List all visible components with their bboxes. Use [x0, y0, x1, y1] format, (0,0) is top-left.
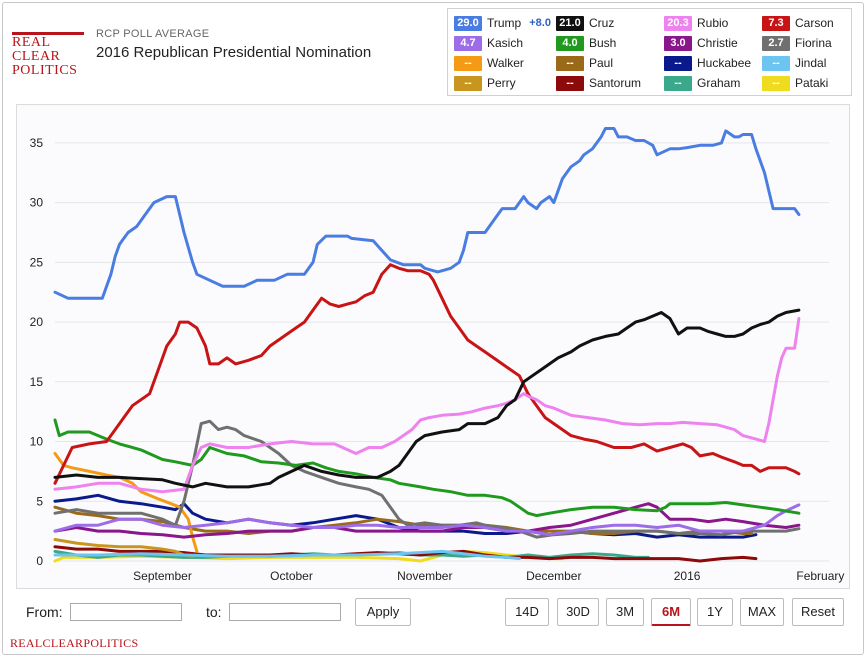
- logo-line-2: CLEAR: [12, 49, 61, 64]
- reset-button[interactable]: Reset: [792, 598, 844, 626]
- x-tick-label: September: [133, 569, 192, 583]
- legend-name: Walker: [487, 56, 524, 70]
- date-controls: From: to: Apply 14D 30D 3M 6M 1Y MAX Reset: [0, 594, 866, 630]
- legend-name: Trump: [487, 16, 522, 30]
- to-label: to:: [206, 604, 222, 620]
- range-button-3m[interactable]: 3M: [606, 598, 644, 626]
- series-line-carson[interactable]: [53, 263, 801, 485]
- legend-item-bush[interactable]: 4.0 Bush: [556, 35, 616, 51]
- range-button-14d[interactable]: 14D: [505, 598, 549, 626]
- to-date-input[interactable]: [229, 603, 341, 621]
- chart-plot-area[interactable]: 0 5 10 15 20 25 30 35 September October November De…: [16, 104, 850, 589]
- legend-change: +8.0: [529, 17, 551, 29]
- legend-item-huckabee[interactable]: -- Huckabee: [664, 55, 751, 71]
- legend-name: Bush: [589, 36, 617, 50]
- logo-line-1: REAL: [12, 35, 51, 50]
- series-line-christie[interactable]: [53, 502, 801, 539]
- series-line-cruz[interactable]: [53, 308, 801, 489]
- legend-item-fiorina[interactable]: 2.7 Fiorina: [762, 35, 832, 51]
- legend-value-badge: --: [762, 75, 790, 91]
- legend-item-cruz[interactable]: 21.0 Cruz: [556, 15, 614, 31]
- legend-name: Santorum: [589, 76, 642, 90]
- chart-subtitle: RCP POLL AVERAGE: [96, 28, 210, 40]
- apply-button[interactable]: Apply: [355, 598, 411, 626]
- legend-name: Carson: [795, 16, 834, 30]
- legend-item-carson[interactable]: 7.3 Carson: [762, 15, 834, 31]
- legend-item-graham[interactable]: -- Graham: [664, 75, 740, 91]
- legend-value-badge: --: [762, 55, 790, 71]
- from-date-input[interactable]: [70, 603, 182, 621]
- legend-name: Rubio: [697, 16, 729, 30]
- legend-value-badge: --: [556, 75, 584, 91]
- series-line-bush[interactable]: [53, 418, 801, 518]
- range-button-max[interactable]: MAX: [740, 598, 784, 626]
- legend-value-badge: --: [454, 55, 482, 71]
- legend-name: Graham: [697, 76, 741, 90]
- legend-value-badge: 29.0: [454, 15, 482, 31]
- series-line-kasich[interactable]: [53, 503, 801, 537]
- legend-value-badge: 2.7: [762, 35, 790, 51]
- line-chart[interactable]: 0 5 10 15 20 25 30 35 September October November De…: [17, 105, 851, 590]
- y-tick-label: 5: [36, 494, 43, 508]
- legend-item-perry[interactable]: -- Perry: [454, 75, 516, 91]
- legend-value-badge: --: [664, 75, 692, 91]
- legend-name: Huckabee: [697, 56, 752, 70]
- legend-value-badge: 4.0: [556, 35, 584, 51]
- legend-name: Jindal: [795, 56, 827, 70]
- range-button-6m[interactable]: 6M: [651, 598, 691, 626]
- from-label: From:: [26, 604, 63, 620]
- legend-name: Perry: [487, 76, 516, 90]
- legend-item-paul[interactable]: -- Paul: [556, 55, 613, 71]
- legend-item-trump[interactable]: 29.0 Trump +8.0: [454, 15, 551, 31]
- y-tick-label: 35: [30, 136, 44, 150]
- y-tick-label: 30: [30, 196, 44, 210]
- x-tick-label: December: [526, 569, 581, 583]
- legend-value-badge: --: [454, 75, 482, 91]
- y-tick-label: 10: [30, 435, 44, 449]
- x-tick-label: October: [270, 569, 313, 583]
- legend-value-badge: --: [556, 55, 584, 71]
- rcp-logo[interactable]: REAL CLEAR POLITICS: [12, 32, 84, 80]
- series-line-huckabee[interactable]: [53, 493, 758, 539]
- legend-name: Fiorina: [795, 36, 832, 50]
- y-tick-label: 25: [30, 255, 44, 269]
- legend-item-rubio[interactable]: 20.3 Rubio: [664, 15, 728, 31]
- legend: 29.0 Trump +8.0 21.0 Cruz 20.3 Rubio 7.3 Carson 4…: [447, 8, 852, 96]
- range-button-30d[interactable]: 30D: [557, 598, 599, 626]
- chart-title: 2016 Republican Presidential Nomination: [96, 44, 372, 61]
- legend-value-badge: 3.0: [664, 35, 692, 51]
- y-tick-label: 20: [30, 315, 44, 329]
- range-button-1y[interactable]: 1Y: [697, 598, 733, 626]
- x-tick-label: 2016: [674, 569, 701, 583]
- legend-value-badge: 20.3: [664, 15, 692, 31]
- series-line-trump[interactable]: [53, 127, 801, 300]
- legend-item-santorum[interactable]: -- Santorum: [556, 75, 641, 91]
- legend-item-walker[interactable]: -- Walker: [454, 55, 524, 71]
- logo-line-3: POLITICS: [12, 63, 78, 78]
- legend-name: Kasich: [487, 36, 524, 50]
- legend-value-badge: 4.7: [454, 35, 482, 51]
- legend-item-pataki[interactable]: -- Pataki: [762, 75, 828, 91]
- legend-value-badge: 7.3: [762, 15, 790, 31]
- legend-item-jindal[interactable]: -- Jindal: [762, 55, 826, 71]
- y-tick-label: 0: [36, 554, 43, 568]
- legend-item-kasich[interactable]: 4.7 Kasich: [454, 35, 523, 51]
- legend-name: Pataki: [795, 76, 829, 90]
- x-tick-label: February: [796, 569, 844, 583]
- footer-brand[interactable]: REALCLEARPOLITICS: [10, 636, 139, 650]
- legend-item-christie[interactable]: 3.0 Christie: [664, 35, 738, 51]
- x-tick-label: November: [397, 569, 452, 583]
- series-line-rubio[interactable]: [53, 317, 801, 494]
- series-line-jindal[interactable]: [53, 549, 521, 561]
- legend-name: Christie: [697, 36, 738, 50]
- legend-value-badge: --: [664, 55, 692, 71]
- legend-name: Paul: [589, 56, 614, 70]
- legend-value-badge: 21.0: [556, 15, 584, 31]
- legend-name: Cruz: [589, 16, 615, 30]
- y-tick-label: 15: [30, 375, 44, 389]
